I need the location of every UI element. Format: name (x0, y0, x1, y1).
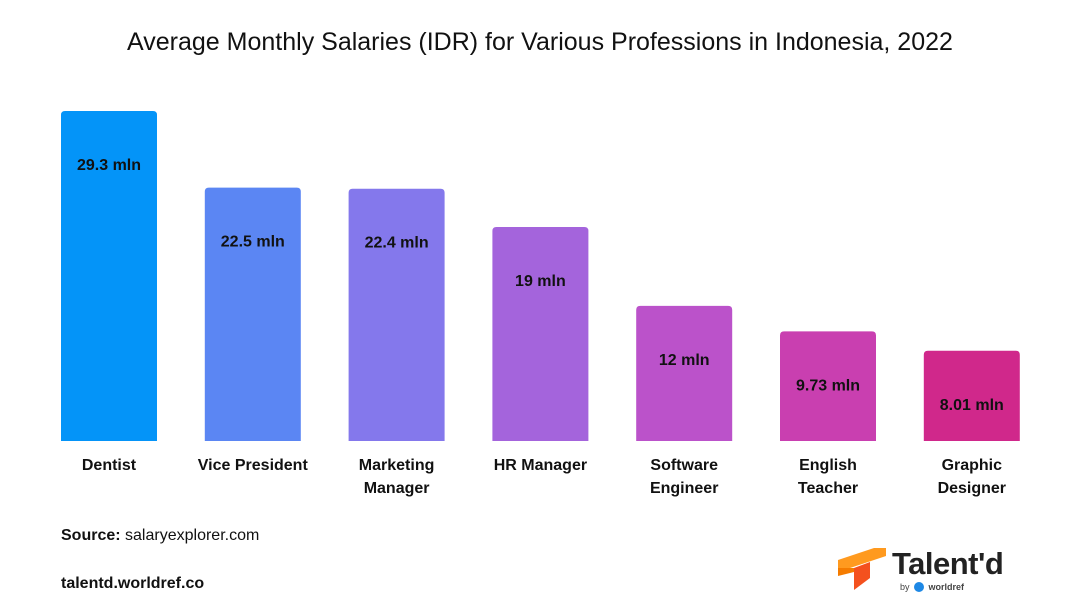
category-label: Software (650, 457, 718, 474)
bars-layer (61, 111, 1020, 441)
bar-value-label: 22.4 mln (365, 235, 429, 252)
bar-value-label: 8.01 mln (940, 397, 1004, 414)
brand-by-text: by (900, 582, 910, 592)
bar (780, 331, 876, 441)
category-label: HR Manager (494, 457, 587, 474)
value-labels-layer: 29.3 mln 22.5 mln 22.4 mln 19 mln 12 mln 9.73… (77, 157, 1004, 414)
bar (61, 111, 157, 441)
chart-title: Average Monthly Salaries (IDR) for Vario… (127, 28, 953, 56)
source-label: Source: (61, 527, 121, 544)
brand-parent-name: worldref (928, 582, 965, 592)
category-label: Vice President (198, 457, 309, 474)
bar-value-label: 19 mln (515, 273, 566, 290)
source-value: salaryexplorer.com (125, 527, 260, 544)
category-label: Designer (938, 480, 1006, 497)
bar (923, 350, 1020, 441)
category-label: Graphic (942, 457, 1003, 474)
site-url: talentd.worldref.co (61, 575, 205, 592)
worldref-logo-icon (914, 582, 925, 592)
category-label: Teacher (798, 480, 858, 497)
source-line: Source: salaryexplorer.com (61, 527, 259, 545)
category-label: Engineer (650, 480, 718, 497)
bar-value-label: 29.3 mln (77, 157, 141, 174)
talentd-logo-icon (838, 548, 886, 590)
bar (348, 188, 445, 441)
category-label: Dentist (82, 457, 137, 474)
category-label: Marketing (359, 457, 435, 474)
category-label: Manager (364, 480, 430, 497)
category-label: English (799, 457, 857, 474)
category-labels-layer: Dentist Vice President Marketing Manager HR … (82, 457, 1006, 497)
bar-chart: 29.3 mln 22.5 mln 22.4 mln 19 mln 12 mln 9.73… (61, 111, 1020, 497)
brand-byline: by worldref (900, 582, 964, 592)
bar (492, 227, 589, 441)
brand-wordmark: Talent'd (892, 546, 1004, 581)
bar-value-label: 22.5 mln (221, 234, 285, 251)
bar-value-label: 12 mln (659, 352, 710, 369)
brand-logo: Talent'd by worldref (836, 544, 1036, 596)
bar-value-label: 9.73 mln (796, 377, 860, 394)
bar (204, 187, 301, 441)
bar (636, 305, 733, 441)
